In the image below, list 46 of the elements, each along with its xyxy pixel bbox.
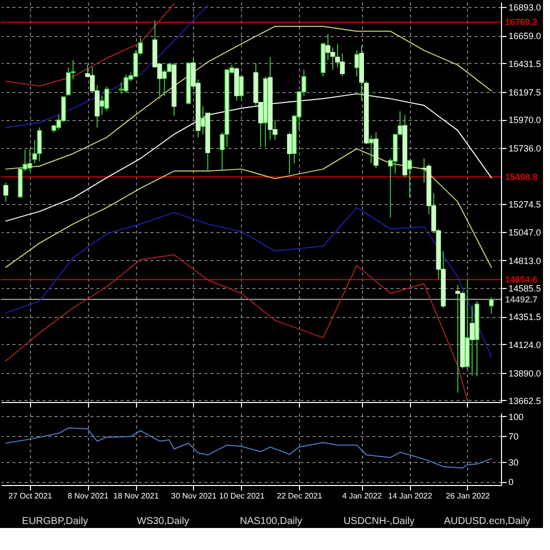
x-tick-label: 18 Nov 2021: [113, 492, 160, 500]
y-tick-label: 13890.0: [508, 368, 542, 378]
line-series: [5, 148, 492, 268]
x-tick-label: 10 Dec 2021: [219, 492, 266, 500]
y-tick-label: 16431.5: [508, 58, 542, 69]
line-series: [5, 93, 492, 222]
x-tick-label: 22 Dec 2021: [276, 492, 323, 500]
x-tick-label: 4 Jan 2022: [342, 492, 382, 500]
y-tick-label: 14585.5: [508, 284, 542, 294]
line-series: [5, 26, 492, 170]
text: WS30,Daily: [136, 516, 190, 527]
line-series: [5, 3, 175, 87]
ref-line-label: 15498.8: [505, 172, 538, 182]
y-tick-label: 13662.5: [508, 396, 542, 406]
y-tick-label: 14124.0: [508, 340, 542, 350]
y-tick-label: 14351.5: [508, 312, 542, 322]
y-tick-label: 15047.0: [508, 227, 542, 238]
text: USDCNH-,Daily: [343, 516, 415, 527]
line-series: [5, 207, 492, 358]
y-tick-label: 70: [508, 431, 519, 442]
line-series: [5, 254, 468, 401]
y-tick-label: 30: [508, 458, 519, 468]
x-tick-label: 14 Jan 2022: [388, 492, 433, 500]
text: EURGBP,Daily: [22, 516, 88, 527]
candlestick: [488, 296, 494, 314]
y-tick-label: 16197.5: [508, 87, 542, 98]
ref-line-label: 16769.2: [505, 17, 538, 28]
y-tick-label: 15736.0: [508, 143, 542, 154]
y-tick-label: 14813.0: [508, 256, 542, 266]
text: NAS100,Daily: [240, 516, 302, 527]
y-tick-label: 16659.0: [508, 31, 542, 42]
y-tick-label: 16893.0: [508, 2, 542, 13]
line-series: [5, 4, 208, 128]
candlestick: [3, 182, 8, 202]
y-tick-label: 0: [508, 477, 514, 488]
x-tick-label: 27 Oct 2021: [8, 492, 53, 500]
ref-line-label: 14492.7: [505, 294, 538, 304]
y-tick-label: 100: [508, 412, 524, 422]
y-tick-label: 15970.0: [508, 115, 542, 126]
x-tick-label: 30 Nov 2021: [171, 492, 218, 500]
x-tick-label: 26 Jan 2022: [446, 492, 490, 500]
y-tick-label: 15274.5: [508, 200, 542, 210]
text: AUDUSD.ecn,Daily: [444, 516, 530, 527]
x-tick-label: 8 Nov 2021: [68, 492, 110, 500]
ref-line-label: 14654.6: [505, 274, 538, 285]
line-series: [5, 428, 492, 468]
